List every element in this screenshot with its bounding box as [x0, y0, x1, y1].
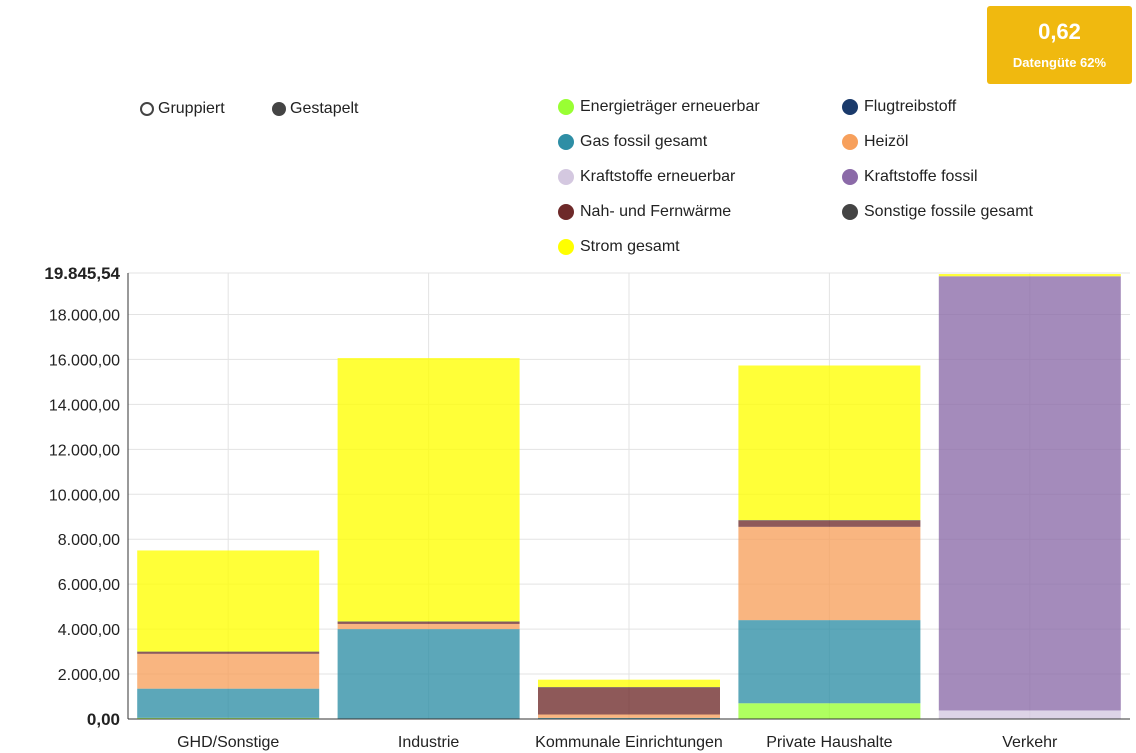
bar-segment — [938, 276, 1121, 711]
bar-segment — [337, 629, 520, 719]
x-category-label: GHD/Sonstige — [177, 734, 279, 751]
bar-segment — [538, 714, 720, 718]
bar-segment — [337, 623, 520, 630]
y-tick-label: 19.845,54 — [44, 264, 120, 283]
bar-segment — [137, 651, 320, 653]
x-category-label: Kommunale Einrichtungen — [535, 734, 723, 751]
bar-segment — [738, 520, 921, 521]
bar-segment — [738, 620, 921, 704]
y-tick-label: 6.000,00 — [58, 577, 120, 594]
data-quality-label: Datengüte 62% — [1012, 55, 1107, 70]
data-quality-score: 0,62 — [1038, 19, 1081, 44]
legend-item[interactable]: Energieträger erneuerbar — [558, 98, 760, 116]
mode-grouped-label: Gruppiert — [158, 100, 225, 117]
y-tick-label: 14.000,00 — [49, 397, 120, 414]
radio-empty-icon[interactable] — [140, 102, 154, 116]
bar-segment — [538, 687, 720, 715]
mode-grouped-option[interactable]: Gruppiert — [140, 100, 225, 118]
x-category-label: Industrie — [398, 734, 459, 751]
legend-item[interactable]: Strom gesamt — [558, 238, 680, 256]
legend-label: Sonstige fossile gesamt — [864, 203, 1033, 220]
y-tick-label: 8.000,00 — [58, 532, 120, 549]
x-category-label: Private Haushalte — [766, 734, 892, 751]
bar-segment — [137, 717, 320, 719]
legend-item[interactable]: Heizöl — [842, 133, 908, 151]
bar-segment — [137, 550, 320, 652]
legend-label: Strom gesamt — [580, 238, 680, 255]
legend-dot-icon — [558, 239, 574, 255]
legend-item[interactable]: Flugtreibstoff — [842, 98, 956, 116]
bar-segment — [938, 710, 1121, 719]
legend-label: Kraftstoffe erneuerbar — [580, 168, 736, 185]
legend-dot-icon — [842, 204, 858, 220]
data-quality-badge: 0,62 Datengüte 62% — [987, 6, 1132, 84]
legend-dot-icon — [558, 99, 574, 115]
bar-segment — [538, 687, 720, 688]
y-tick-label: 18.000,00 — [49, 307, 120, 324]
bar-segment — [538, 717, 720, 719]
bar-segment — [738, 365, 921, 521]
legend-label: Nah- und Fernwärme — [580, 203, 732, 220]
legend-item[interactable]: Sonstige fossile gesamt — [842, 203, 1033, 221]
y-tick-label: 4.000,00 — [58, 622, 120, 639]
bar-segment — [738, 526, 921, 621]
legend-dot-icon — [558, 169, 574, 185]
legend-item[interactable]: Kraftstoffe fossil — [842, 168, 978, 186]
legend-item[interactable]: Gas fossil gesamt — [558, 133, 707, 151]
y-tick-label: 0,00 — [87, 710, 120, 729]
legend-label: Kraftstoffe fossil — [864, 168, 978, 185]
bar-segment — [738, 703, 921, 719]
bar-segment — [137, 688, 320, 718]
legend-item[interactable]: Nah- und Fernwärme — [558, 203, 731, 221]
bar-segment — [738, 520, 921, 527]
bar-segment — [337, 621, 520, 624]
mode-stacked-option[interactable]: Gestapelt — [272, 100, 358, 118]
legend-item[interactable]: Kraftstoffe erneuerbar — [558, 168, 735, 186]
y-tick-label: 16.000,00 — [49, 352, 120, 369]
legend-dot-icon — [842, 169, 858, 185]
legend-dot-icon — [842, 134, 858, 150]
legend-label: Heizöl — [864, 133, 909, 150]
y-tick-label: 2.000,00 — [58, 667, 120, 684]
legend-dot-icon — [558, 204, 574, 220]
bar-segment — [938, 274, 1121, 277]
legend-dot-icon — [842, 99, 858, 115]
y-tick-label: 12.000,00 — [49, 442, 120, 459]
bar-segment — [137, 653, 320, 689]
legend-label: Energieträger erneuerbar — [580, 98, 760, 115]
bar-segment — [337, 621, 520, 622]
bar-segment — [538, 679, 720, 688]
legend-dot-icon — [558, 134, 574, 150]
mode-stacked-label: Gestapelt — [290, 100, 359, 117]
y-tick-label: 10.000,00 — [49, 487, 120, 504]
bar-segment — [337, 358, 520, 622]
legend-label: Gas fossil gesamt — [580, 133, 708, 150]
radio-filled-icon[interactable] — [272, 102, 286, 116]
legend-label: Flugtreibstoff — [864, 98, 957, 115]
x-category-label: Verkehr — [1002, 734, 1058, 751]
bar-segment — [137, 652, 320, 654]
